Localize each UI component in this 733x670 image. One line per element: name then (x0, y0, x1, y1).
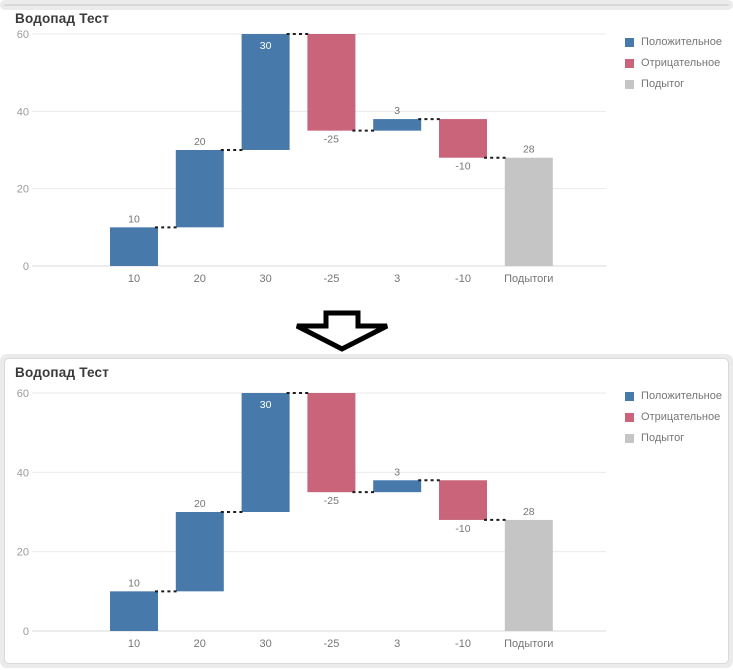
x-category-label: 30 (259, 273, 271, 285)
point-label: -25 (324, 495, 339, 507)
x-category-label: -10 (455, 273, 471, 285)
legend-item-total: Подытог (625, 78, 722, 90)
legend-item-total: Подытог (625, 432, 722, 444)
bar-positive (110, 591, 158, 631)
y-tick-label: 20 (17, 184, 29, 196)
bar-total (504, 519, 553, 631)
x-category-label: -10 (455, 638, 471, 650)
legend-item-positive: Положительное (625, 36, 722, 48)
x-category-label: 10 (128, 273, 140, 285)
bar-negative (439, 480, 487, 520)
point-label: 30 (260, 40, 272, 52)
point-label: 10 (128, 213, 140, 225)
bar-positive (110, 227, 158, 266)
bar-positive (241, 393, 290, 512)
x-category-label: -25 (323, 273, 339, 285)
legend-label: Положительное (641, 36, 722, 48)
point-label: 28 (523, 506, 535, 518)
chart-legend: Положительное Отрицательное Подытог (625, 36, 722, 90)
waterfall-card-after: Водопад Тест 0 20 40 60 10 20 30 -25 3 -10 28 10 20 3… (0, 354, 733, 668)
y-tick-label: 60 (17, 388, 29, 400)
x-category-label: 20 (194, 273, 206, 285)
point-label: 20 (194, 498, 206, 510)
x-category-label: Подытоги (504, 273, 553, 285)
point-label: 3 (394, 105, 400, 117)
x-category-label: 30 (259, 638, 271, 650)
y-tick-label: 40 (17, 467, 29, 479)
chart-legend: Положительное Отрицательное Подытог (625, 390, 722, 444)
point-label: 20 (194, 136, 206, 148)
x-category-label: 20 (194, 638, 206, 650)
legend-swatch-total (625, 433, 635, 443)
legend-swatch-negative (625, 58, 635, 68)
down-arrow-icon (295, 310, 389, 352)
transition-zone (0, 306, 733, 354)
waterfall-plot: 0 20 40 60 10 20 30 -25 3 -10 28 10 20 30 -25 3 -10 Подыт… (17, 29, 606, 285)
chart-card: Водопад Тест 0 20 40 60 10 20 30 -25 3 -10 28 10 20 3… (4, 4, 729, 285)
y-tick-label: 0 (23, 261, 29, 273)
x-category-label: -25 (323, 638, 339, 650)
legend-label: Отрицательное (641, 57, 721, 69)
bar-negative (307, 34, 356, 131)
point-label: 3 (394, 466, 400, 478)
y-tick-label: 40 (17, 106, 29, 118)
legend-swatch-positive (625, 391, 635, 401)
chart-title: Водопад Тест (15, 365, 110, 380)
chart-card: Водопад Тест 0 20 40 60 10 20 30 -25 3 -10 28 10 20 3… (4, 358, 729, 664)
bar-positive (373, 119, 422, 131)
legend-item-positive: Положительное (625, 390, 722, 402)
bar-positive (175, 512, 224, 592)
legend-item-negative: Отрицательное (625, 411, 722, 423)
bar-negative (307, 393, 356, 493)
bar-negative (439, 119, 487, 158)
legend-label: Подытог (641, 78, 685, 90)
y-tick-label: 0 (23, 626, 29, 638)
point-label: -10 (455, 161, 470, 173)
y-tick-label: 60 (17, 29, 29, 41)
legend-label: Отрицательное (641, 411, 721, 423)
legend-item-negative: Отрицательное (625, 57, 722, 69)
point-label: 10 (128, 577, 140, 589)
legend-label: Подытог (641, 432, 685, 444)
bar-positive (241, 34, 290, 150)
point-label: 28 (523, 144, 535, 156)
point-label: 30 (260, 399, 272, 411)
bar-positive (373, 480, 422, 493)
legend-swatch-negative (625, 412, 635, 422)
legend-swatch-positive (625, 37, 635, 47)
point-label: -25 (324, 134, 339, 146)
x-category-label: Подытоги (504, 638, 553, 650)
point-label: -10 (455, 523, 470, 535)
legend-swatch-total (625, 79, 635, 89)
x-category-label: 3 (394, 273, 400, 285)
bar-positive (175, 150, 224, 228)
x-category-label: 10 (128, 638, 140, 650)
x-category-label: 3 (394, 638, 400, 650)
bar-total (504, 157, 553, 266)
chart-title: Водопад Тест (15, 11, 110, 26)
waterfall-plot: 0 20 40 60 10 20 30 -25 3 -10 28 10 20 30 -25 3 -10 Подыт… (17, 388, 606, 650)
waterfall-card-before: Водопад Тест 0 20 40 60 10 20 30 -25 3 -10 28 10 20 3… (0, 0, 733, 285)
y-tick-label: 20 (17, 547, 29, 559)
legend-label: Положительное (641, 390, 722, 402)
